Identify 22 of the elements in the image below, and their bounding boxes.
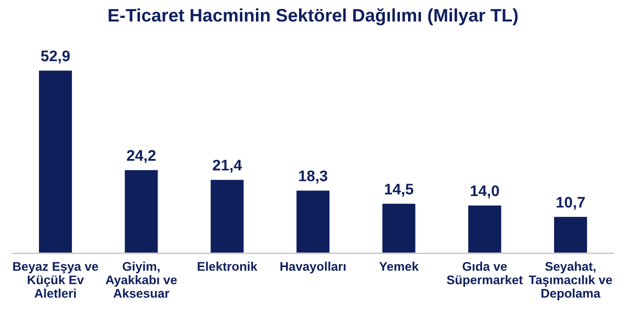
bar	[295, 189, 331, 254]
x-tick-label: Yemek	[379, 262, 419, 271]
bar	[38, 69, 74, 254]
x-tick-label: Seyahat, Taşımacılık ve Depolama	[528, 262, 612, 300]
x-tick-label: Giyim, Ayakkabı ve Aksesuar	[106, 262, 177, 298]
x-tick-label: Havayolları	[280, 262, 346, 274]
x-tick-label: Gıda ve Süpermarket	[446, 262, 523, 287]
data-label: 21,4	[212, 160, 242, 173]
data-label: 18,3	[299, 170, 328, 184]
data-label: 14,0	[470, 185, 499, 198]
bar	[123, 168, 160, 254]
data-label: 24,2	[126, 150, 156, 164]
chart-title: E-Ticaret Hacminin Sektörel Dağılımı (Milyar TL)	[108, 8, 518, 26]
data-label: 14,5	[384, 184, 414, 197]
bar	[209, 178, 246, 254]
x-tick-label: Elektronik	[198, 262, 258, 271]
bar	[380, 202, 417, 254]
data-label: 52,9	[41, 50, 70, 64]
bar	[552, 216, 588, 254]
bar	[466, 204, 503, 254]
data-label: 10,7	[556, 196, 585, 210]
x-tick-label: Beyaz Eşya ve Küçük Ev Aletleri	[13, 262, 98, 298]
